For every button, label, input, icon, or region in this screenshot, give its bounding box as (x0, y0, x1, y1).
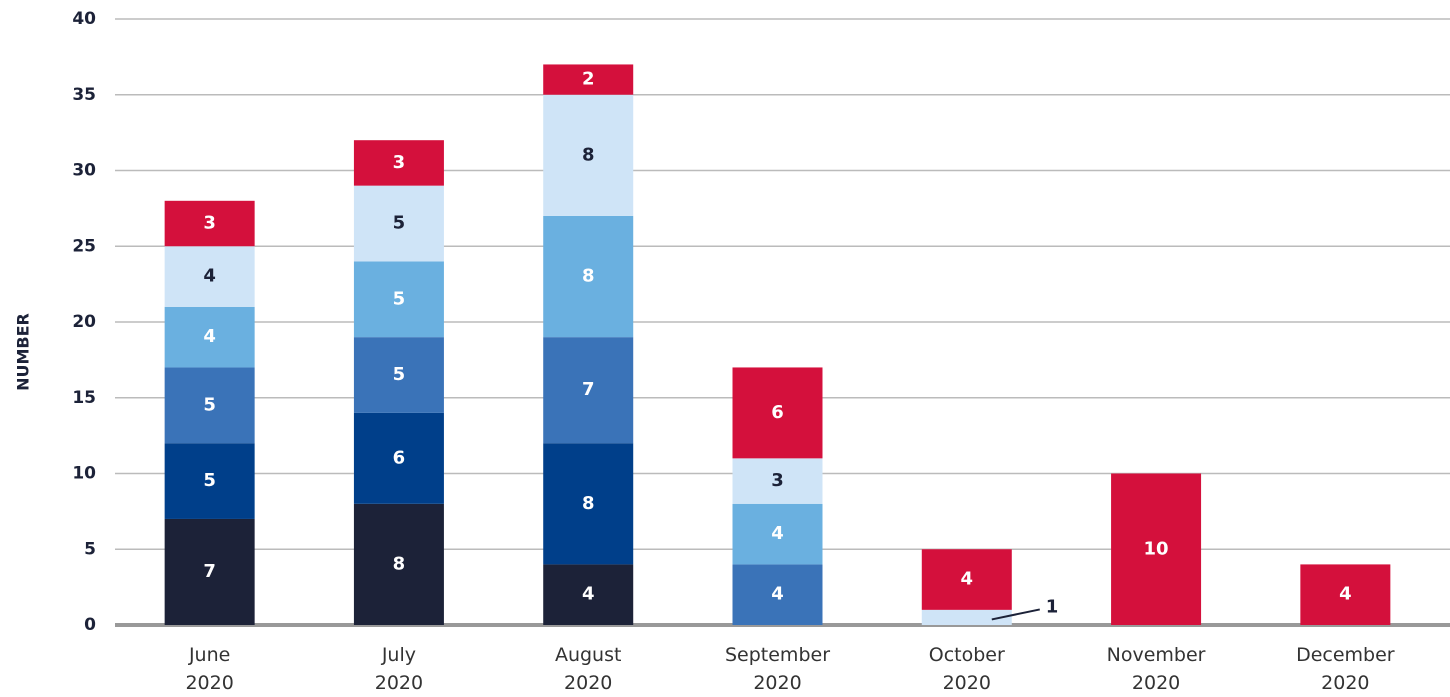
bar-segment (353, 185, 444, 262)
x-tick-label: August 2020 (555, 644, 622, 694)
data-label: 4 (771, 523, 784, 544)
data-label: 3 (203, 213, 216, 234)
bar-segment (732, 564, 823, 625)
bar-segment (543, 443, 634, 565)
y-axis-label: NUMBER (14, 313, 33, 391)
bar-segment (164, 443, 255, 519)
bar-segment (1300, 564, 1391, 625)
y-tick-label: 20 (72, 312, 96, 332)
bar-segment (543, 64, 634, 95)
bar-segment (353, 261, 444, 338)
data-label: 6 (771, 402, 784, 423)
bar-segment (353, 412, 444, 504)
bar-segment (164, 246, 255, 307)
bar-segment (732, 458, 823, 504)
x-tick-label: November 2020 (1107, 644, 1206, 694)
x-tick-label: December 2020 (1296, 644, 1395, 694)
data-label: 5 (203, 394, 216, 415)
data-label: 3 (393, 152, 406, 173)
y-tick-label: 10 (72, 464, 96, 484)
bar-segment (164, 306, 255, 368)
bar-segment (164, 518, 255, 625)
data-label: 4 (771, 584, 784, 605)
data-label: 5 (393, 213, 406, 234)
bar-segment (921, 549, 1012, 610)
bar-segment (164, 200, 255, 247)
data-label: 8 (582, 144, 595, 165)
data-label: 8 (582, 266, 595, 287)
data-label: 2 (582, 69, 595, 90)
y-tick-label: 0 (84, 615, 96, 635)
x-tick-label: June 2020 (185, 644, 233, 694)
data-label: 8 (582, 493, 595, 514)
y-tick-label: 25 (72, 236, 96, 256)
data-label: 4 (203, 266, 216, 287)
x-tick-label: July 2020 (375, 644, 423, 694)
data-label: 8 (393, 553, 406, 574)
x-tick-label: October 2020 (929, 644, 1005, 694)
data-label: 7 (203, 561, 216, 582)
data-label: 5 (393, 288, 406, 309)
data-label: 4 (961, 569, 974, 590)
bar-segment (543, 215, 634, 338)
bar-segment (543, 564, 634, 625)
bar-segment (732, 367, 823, 459)
bar-segment (353, 140, 444, 186)
y-tick-label: 15 (72, 388, 96, 408)
data-label: 5 (393, 364, 406, 385)
y-tick-label: 35 (72, 85, 96, 105)
x-tick-label: September 2020 (725, 644, 830, 694)
y-tick-label: 5 (84, 539, 96, 559)
bar-segment (543, 94, 634, 216)
bar-segment (543, 337, 634, 444)
bar-segment (164, 367, 255, 444)
y-tick-label: 40 (72, 9, 96, 29)
data-label: 4 (582, 584, 595, 605)
data-label: 10 (1144, 538, 1169, 559)
bar-segment (353, 337, 444, 413)
y-tick-label: 30 (72, 161, 96, 181)
data-label: 7 (582, 379, 595, 400)
data-label: 1 (1046, 596, 1059, 617)
data-label: 3 (771, 470, 784, 491)
data-label: 6 (393, 447, 406, 468)
data-label: 4 (203, 326, 216, 347)
bar-segment (1111, 473, 1202, 625)
data-label: 4 (1339, 584, 1352, 605)
bar-segment (732, 503, 823, 565)
leader-line (991, 608, 1040, 621)
bar-segment (353, 503, 444, 625)
data-label: 5 (203, 470, 216, 491)
bar-segment (921, 609, 1012, 625)
